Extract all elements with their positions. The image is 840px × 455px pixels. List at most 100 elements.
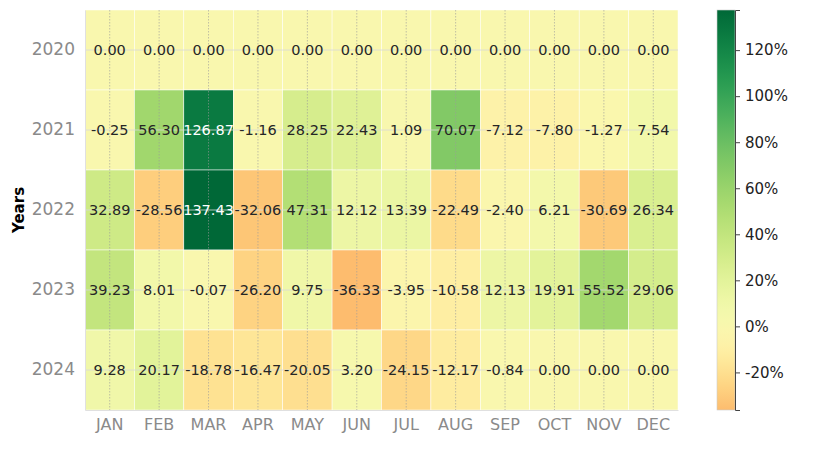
data-label: 126.87 bbox=[183, 122, 234, 138]
x-tick: JAN bbox=[95, 410, 123, 434]
colorbar-tick-label: 20% bbox=[745, 272, 778, 290]
data-label: -24.15 bbox=[383, 362, 430, 378]
data-label: -0.25 bbox=[91, 122, 129, 138]
data-label: -10.58 bbox=[432, 282, 479, 298]
data-label: 0.00 bbox=[439, 42, 471, 58]
tick-mark bbox=[735, 326, 740, 327]
y-tick: 2024 bbox=[32, 359, 85, 379]
data-label: 0.00 bbox=[588, 42, 620, 58]
colorbar-tick: 120% bbox=[735, 41, 788, 59]
data-label: 70.07 bbox=[435, 122, 477, 138]
x-tick: JUN bbox=[342, 410, 371, 434]
data-label: -1.27 bbox=[585, 122, 623, 138]
x-tick: APR bbox=[242, 410, 274, 434]
y-tick: 2023 bbox=[32, 279, 85, 299]
data-label: 0.00 bbox=[242, 42, 274, 58]
data-label: -3.95 bbox=[387, 282, 425, 298]
data-label: -12.17 bbox=[432, 362, 479, 378]
tick-mark bbox=[735, 96, 740, 97]
y-axis: 20202021202220232024 bbox=[32, 11, 86, 411]
data-label: 55.52 bbox=[583, 282, 625, 298]
data-label: 0.00 bbox=[143, 42, 175, 58]
x-tick: AUG bbox=[438, 410, 473, 434]
tick-mark bbox=[735, 50, 740, 51]
data-labels: 0.000.000.000.000.000.000.000.000.000.00… bbox=[89, 42, 674, 378]
x-tick: FEB bbox=[144, 410, 174, 434]
colorbar-tick-label: -20% bbox=[745, 364, 784, 382]
x-tick-label: APR bbox=[242, 415, 274, 434]
x-tick-label: MAY bbox=[291, 415, 325, 434]
tick-mark bbox=[735, 372, 740, 373]
x-tick-label: AUG bbox=[438, 415, 473, 434]
x-tick: JUL bbox=[393, 410, 419, 434]
data-label: 19.91 bbox=[534, 282, 576, 298]
y-tick-label: 2024 bbox=[32, 359, 75, 379]
data-label: 9.28 bbox=[94, 362, 126, 378]
data-label: -0.84 bbox=[486, 362, 524, 378]
data-label: 26.34 bbox=[633, 202, 675, 218]
x-tick-label: DEC bbox=[636, 415, 670, 434]
x-tick-label: JUN bbox=[342, 415, 371, 434]
x-tick-label: OCT bbox=[538, 415, 572, 434]
data-label: 6.21 bbox=[538, 202, 570, 218]
data-label: 0.00 bbox=[538, 362, 570, 378]
data-label: 1.09 bbox=[390, 122, 422, 138]
data-label: 8.01 bbox=[143, 282, 175, 298]
colorbar-tick-label: 100% bbox=[745, 87, 788, 105]
data-label: 9.75 bbox=[291, 282, 323, 298]
x-tick-label: MAR bbox=[191, 415, 227, 434]
data-label: 0.00 bbox=[291, 42, 323, 58]
data-label: 32.89 bbox=[89, 202, 131, 218]
data-label: 28.25 bbox=[287, 122, 329, 138]
data-label: 0.00 bbox=[588, 362, 620, 378]
x-tick-label: SEP bbox=[490, 415, 520, 434]
tick-mark bbox=[735, 280, 740, 281]
x-tick: OCT bbox=[538, 410, 572, 434]
data-label: 137.43 bbox=[183, 202, 234, 218]
data-label: -18.78 bbox=[185, 362, 232, 378]
grid bbox=[85, 10, 678, 410]
data-label: 13.39 bbox=[385, 202, 427, 218]
plot-area bbox=[85, 10, 678, 410]
tick-mark bbox=[735, 234, 740, 235]
axis-line bbox=[736, 11, 741, 411]
x-tick-label: JAN bbox=[95, 415, 123, 434]
x-tick: MAR bbox=[191, 410, 227, 434]
data-label: 47.31 bbox=[287, 202, 329, 218]
tick-mark bbox=[735, 188, 740, 189]
colorbar-tick-label: 60% bbox=[745, 180, 778, 198]
data-label: 29.06 bbox=[633, 282, 675, 298]
data-label: -20.05 bbox=[284, 362, 331, 378]
data-label: -30.69 bbox=[581, 202, 628, 218]
data-label: 22.43 bbox=[336, 122, 378, 138]
x-axis: JAN FEB MAR APR MAY JUN JUL AUG SEP OCT NOV DEC bbox=[86, 410, 679, 434]
data-label: 12.12 bbox=[336, 202, 378, 218]
data-label: 56.30 bbox=[138, 122, 180, 138]
x-tick: NOV bbox=[586, 410, 621, 434]
colorbar bbox=[717, 10, 735, 410]
data-label: 12.13 bbox=[484, 282, 526, 298]
colorbar-tick-label: 120% bbox=[745, 41, 788, 59]
data-label: -7.12 bbox=[486, 122, 524, 138]
colorbar-tick: 0% bbox=[735, 318, 769, 336]
x-tick-label: FEB bbox=[144, 415, 174, 434]
data-label: -2.40 bbox=[486, 202, 524, 218]
colorbar-tick: 20% bbox=[735, 272, 778, 290]
data-label: 0.00 bbox=[538, 42, 570, 58]
y-axis-title: Years bbox=[10, 187, 28, 234]
axis-line bbox=[86, 410, 679, 411]
data-label: -16.47 bbox=[235, 362, 282, 378]
data-label: 7.54 bbox=[637, 122, 669, 138]
colorbar-tick: 60% bbox=[735, 180, 778, 198]
data-label: -32.06 bbox=[235, 202, 282, 218]
data-label: 39.23 bbox=[89, 282, 131, 298]
colorbar-tick: 40% bbox=[735, 226, 778, 244]
colorbar-tick-label: 80% bbox=[745, 134, 778, 152]
colorbar-tick: -20% bbox=[735, 364, 784, 382]
y-tick-label: 2022 bbox=[32, 199, 75, 219]
y-tick-label: 2023 bbox=[32, 279, 75, 299]
data-label: -22.49 bbox=[432, 202, 479, 218]
colorbar-axis: -20% 0% 20% 40% 60% 80% 100% 120% bbox=[735, 11, 788, 411]
data-label: 3.20 bbox=[341, 362, 373, 378]
x-tick-label: JUL bbox=[393, 415, 419, 434]
